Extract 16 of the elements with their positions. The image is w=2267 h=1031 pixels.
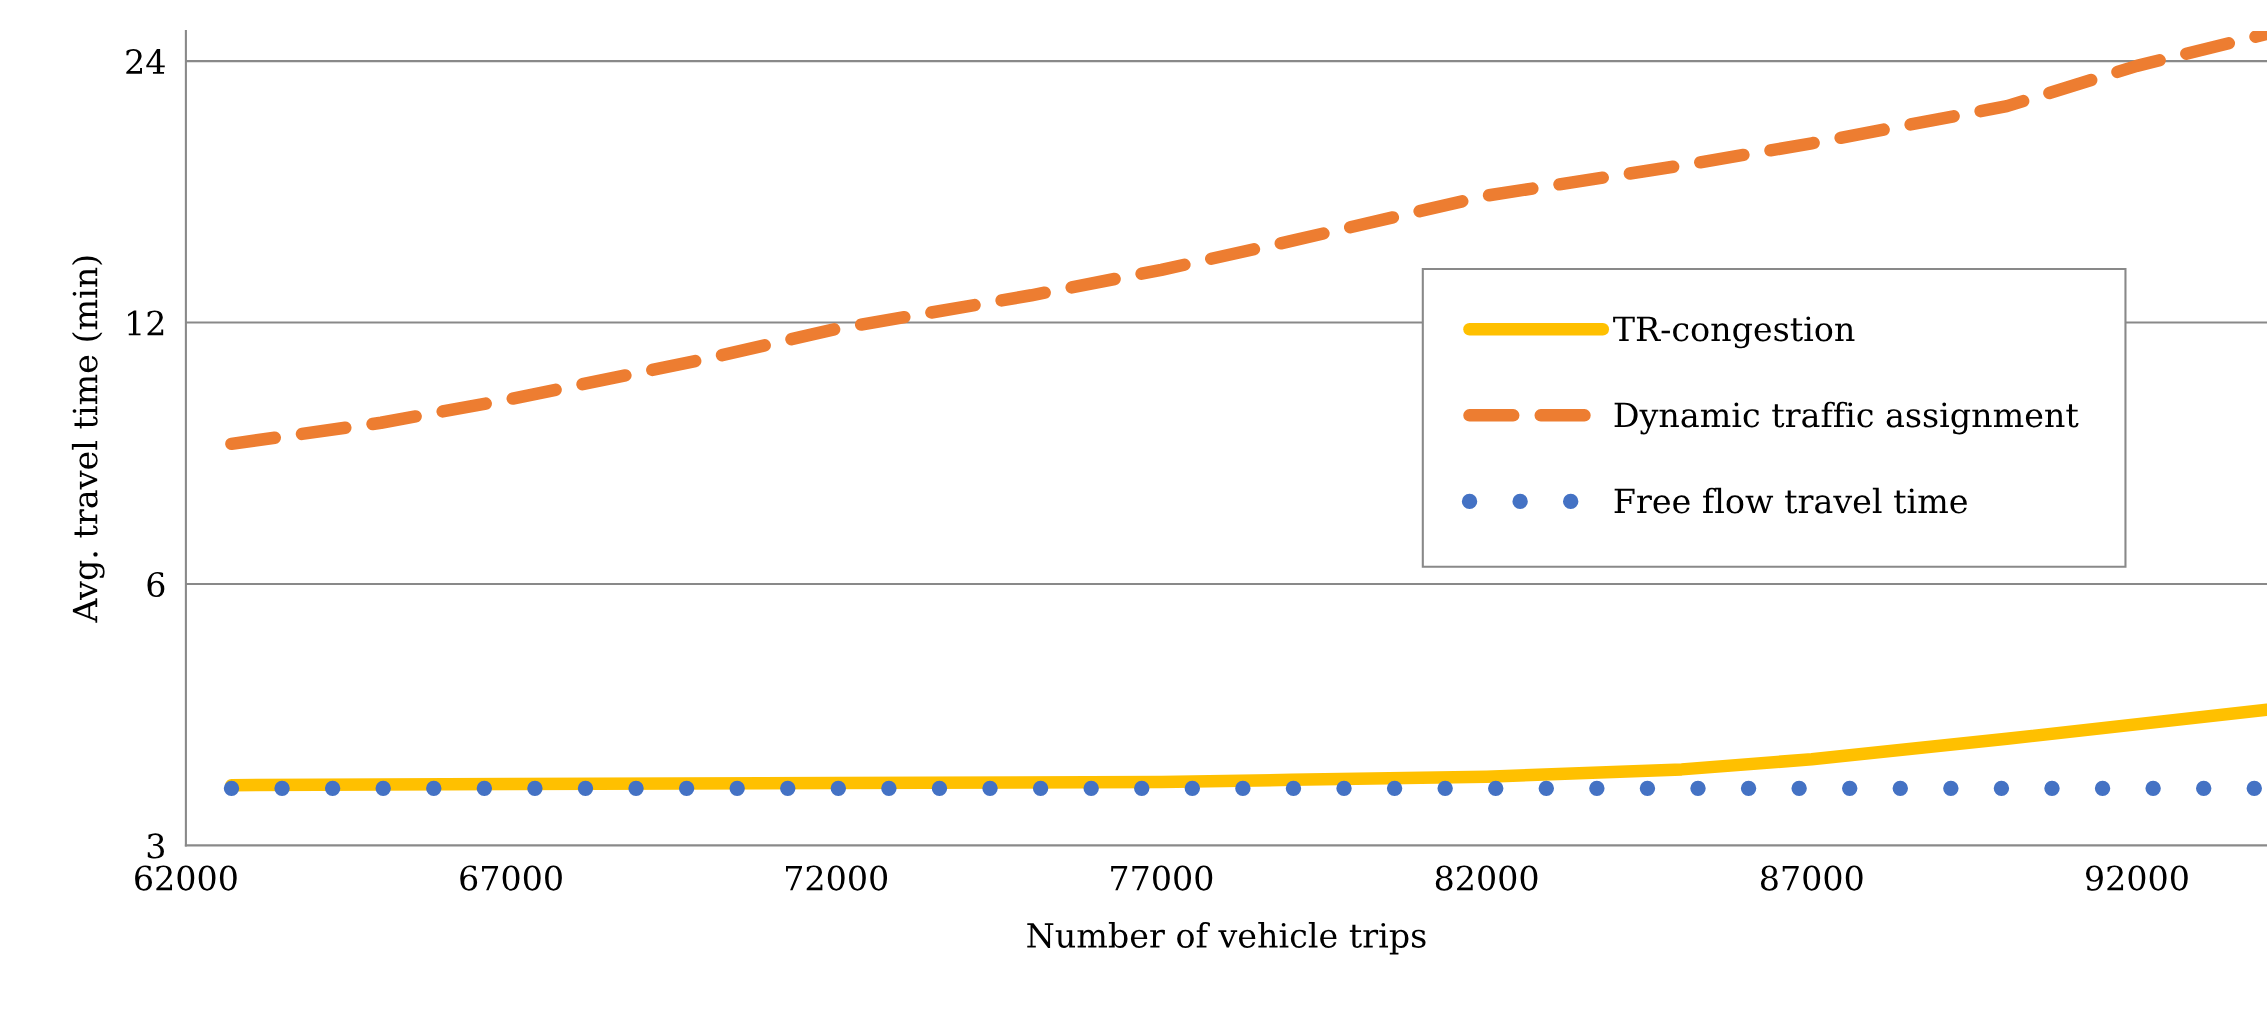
legend-label: Dynamic traffic assignment	[1614, 401, 2079, 435]
legend-label: Free flow travel time	[1614, 487, 1967, 514]
y-axis-title: Avg. travel time (min)	[71, 256, 105, 623]
y-tick-label: 3	[147, 833, 164, 859]
y-tick-label: 6	[147, 571, 165, 598]
x-tick-label: 67000	[460, 865, 562, 891]
x-tick-label: 62000	[135, 865, 237, 891]
x-tick-label: 72000	[786, 865, 888, 891]
y-tick-label: 12	[128, 310, 164, 336]
x-tick-label: 77000	[1111, 865, 1213, 891]
y-tick-label: 24	[126, 49, 165, 74]
x-tick-label: 87000	[1760, 865, 1863, 891]
x-tick-label: 82000	[1435, 865, 1538, 891]
x-axis-title: Number of vehicle trips	[1027, 922, 1426, 955]
x-tick-label: 92000	[2086, 865, 2188, 891]
legend-label: TR-congestion	[1613, 316, 1855, 349]
